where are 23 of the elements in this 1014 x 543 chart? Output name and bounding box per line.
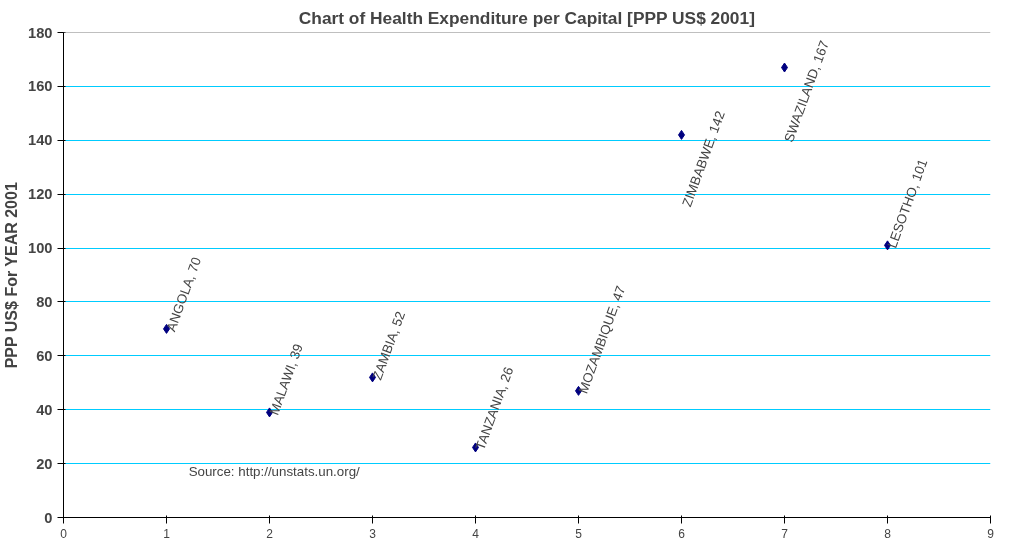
x-tick-label: 0 xyxy=(60,526,68,541)
annotation: Source: http://unstats.un.org/ xyxy=(188,463,361,479)
chart-title: Chart of Health Expenditure per Capital [PPP US$ 2001] xyxy=(298,7,755,28)
y-tick-label: 120 xyxy=(28,186,53,203)
x-tick-label: 8 xyxy=(884,526,892,541)
y-tick-label: 40 xyxy=(36,401,53,418)
y-tick-label: 80 xyxy=(36,293,53,310)
y-tick-label: 140 xyxy=(28,132,53,149)
x-tick-label: 9 xyxy=(987,526,995,541)
x-tick-label: 1 xyxy=(163,526,171,541)
x-tick-label: 4 xyxy=(472,526,480,541)
y-tick-label: 100 xyxy=(28,240,53,257)
y-tick-label: 0 xyxy=(44,509,53,526)
y-tick-label: 20 xyxy=(36,455,53,472)
x-tick-label: 6 xyxy=(678,526,686,541)
x-tick-label: 2 xyxy=(266,526,274,541)
x-tick-label: 5 xyxy=(575,526,583,541)
y-tick-label: 180 xyxy=(28,24,53,41)
y-axis-title: PPP US$ For YEAR 2001 xyxy=(3,182,21,369)
x-tick-label: 7 xyxy=(781,526,789,541)
y-tick-label: 60 xyxy=(36,347,53,364)
y-tick-label: 160 xyxy=(28,78,53,95)
x-tick-label: 3 xyxy=(369,526,377,541)
